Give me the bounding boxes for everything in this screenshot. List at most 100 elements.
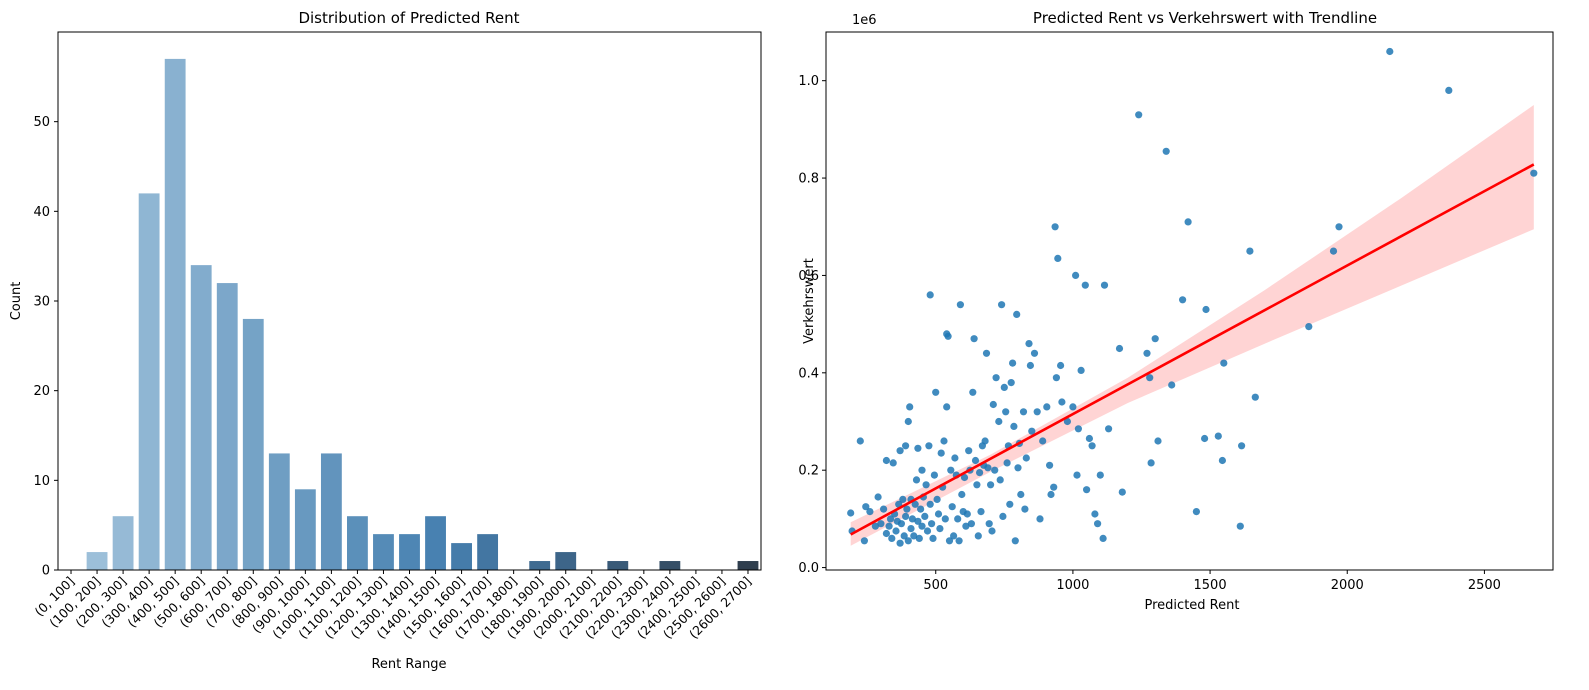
scatter-y-axis-ticks: 0.0 0.2 0.4 0.6 0.8 1.0 [798, 74, 826, 576]
scatter-point [951, 454, 959, 462]
scatter-point [955, 537, 963, 545]
scatter-point [1202, 305, 1210, 314]
scatter-point [1201, 434, 1209, 443]
bar [347, 516, 368, 570]
scatter-point [902, 442, 910, 450]
scatter-point [892, 527, 900, 535]
scatter-point [947, 466, 955, 474]
scatter-point [1143, 349, 1151, 357]
scatter-point [847, 509, 855, 517]
scatter-point [1030, 349, 1039, 357]
scatter-point [1019, 408, 1028, 416]
bar-plot-frame [57, 31, 762, 571]
bar [86, 552, 108, 570]
scatter-point [1033, 408, 1041, 416]
scatter-point [996, 476, 1004, 484]
scatter-point [914, 444, 922, 452]
scatter-point [1085, 434, 1093, 443]
scatter-point [918, 466, 926, 474]
scatter-point [1011, 537, 1019, 545]
scatter-point [1192, 508, 1200, 516]
scatter-point [904, 537, 912, 545]
scatter-x-tick-label: 500 [923, 578, 948, 593]
scatter-y-axis-label: Verkehrswert [802, 258, 817, 344]
scatter-point [882, 529, 891, 538]
trendline [850, 163, 1535, 536]
scatter-point [929, 534, 937, 543]
scatter-y-tick-label: 1.0 [798, 74, 819, 89]
bar [659, 561, 681, 570]
scatter-point [1058, 398, 1066, 406]
scatter-point [1530, 169, 1538, 177]
scatter-point [958, 490, 966, 499]
scatter-x-axis-label: Predicted Rent [1145, 598, 1240, 613]
scatter-point [1069, 403, 1077, 411]
scatter-point [1057, 361, 1065, 370]
scatter-point [860, 537, 869, 545]
scatter-point [926, 500, 934, 508]
scatter-point [900, 532, 908, 540]
scatter-point [1099, 534, 1107, 543]
scatter-point [1135, 111, 1143, 119]
scatter-point [911, 500, 919, 508]
scatter-point [1014, 464, 1022, 472]
scatter-point [1251, 393, 1259, 401]
scatter-point [1154, 437, 1162, 445]
scatter-x-axis-ticks: 500 1000 1500 2000 2500 [923, 570, 1501, 593]
scatter-point [1179, 296, 1187, 304]
bar-y-tick-label: 50 [33, 115, 50, 130]
scatter-point [998, 301, 1006, 309]
scatter-point [1096, 471, 1104, 479]
scatter-point [925, 442, 933, 450]
scatter-point [987, 481, 995, 489]
scatter-point [871, 522, 880, 530]
scatter-point [886, 515, 895, 523]
bar-y-tick-label: 0 [42, 564, 50, 579]
scatter-point [907, 525, 915, 533]
scatter-point [1072, 271, 1080, 279]
scatter-point [930, 471, 939, 479]
scatter-point [1081, 281, 1089, 289]
scatter-point [1043, 403, 1051, 411]
scatter-y-scale-label: 1e6 [852, 13, 877, 28]
scatter-point [1054, 254, 1062, 262]
scatter-point [995, 417, 1003, 426]
scatter-point [991, 466, 999, 474]
scatter-point [1218, 456, 1226, 465]
scatter-point [1036, 515, 1044, 523]
scatter-point [1238, 442, 1246, 450]
bar [607, 561, 629, 570]
scatter-point [950, 532, 958, 540]
scatter-point [904, 417, 912, 426]
scatter-y-tick-label: 0.8 [798, 172, 819, 187]
bar [164, 58, 186, 571]
scatter-point [985, 520, 993, 528]
bar [451, 543, 472, 570]
scatter-y-tick-label: 0.0 [798, 561, 819, 576]
bar [425, 516, 446, 570]
scatter-point [1115, 344, 1124, 353]
scatter-point [877, 520, 885, 528]
scatter-point [1184, 218, 1192, 226]
scatter-point [874, 493, 882, 501]
scatter-point [971, 456, 980, 465]
scatter-point [1046, 461, 1054, 469]
scatter-point [1445, 86, 1453, 94]
scatter-point [1039, 437, 1047, 445]
scatter-point [1021, 505, 1029, 513]
scatter-point [922, 481, 930, 489]
bar-y-axis-label: Count [9, 282, 24, 321]
scatter-point [1006, 500, 1014, 508]
scatter-point [1007, 379, 1015, 387]
bar [242, 318, 264, 570]
scatter-point [941, 515, 949, 523]
bar-y-tick-label: 30 [33, 295, 50, 310]
bar [190, 265, 212, 570]
scatter-point [1386, 47, 1394, 56]
bar-chart-panel: Distribution of Predicted Rent 0 10 20 30 40… [9, 9, 762, 672]
scatter-point [954, 515, 962, 523]
scatter-point [977, 508, 985, 516]
bar [294, 489, 316, 570]
scatter-point [896, 447, 904, 455]
